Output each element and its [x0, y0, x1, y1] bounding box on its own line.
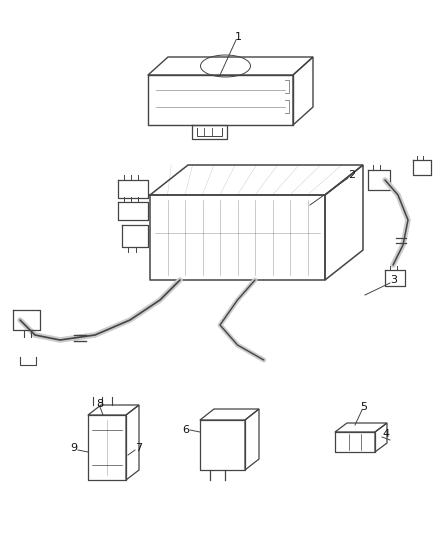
- Text: 7: 7: [135, 443, 142, 453]
- Text: 9: 9: [71, 443, 78, 453]
- Text: 1: 1: [234, 32, 241, 42]
- Text: 4: 4: [382, 429, 389, 439]
- Text: 6: 6: [183, 425, 190, 435]
- Text: 5: 5: [360, 402, 367, 412]
- Text: 3: 3: [391, 275, 398, 285]
- Text: 8: 8: [96, 399, 103, 409]
- Text: 2: 2: [349, 170, 356, 180]
